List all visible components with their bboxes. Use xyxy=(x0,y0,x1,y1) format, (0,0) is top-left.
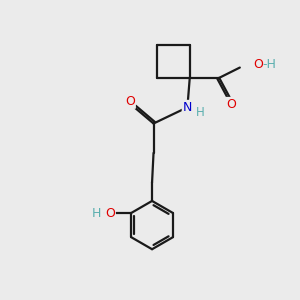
Text: O: O xyxy=(125,95,135,108)
Text: -H: -H xyxy=(262,58,276,70)
Text: O: O xyxy=(105,206,115,220)
Text: H: H xyxy=(196,106,204,119)
Text: O: O xyxy=(253,58,263,70)
Text: N: N xyxy=(183,101,192,114)
Text: H: H xyxy=(92,206,101,220)
Text: O: O xyxy=(226,98,236,111)
